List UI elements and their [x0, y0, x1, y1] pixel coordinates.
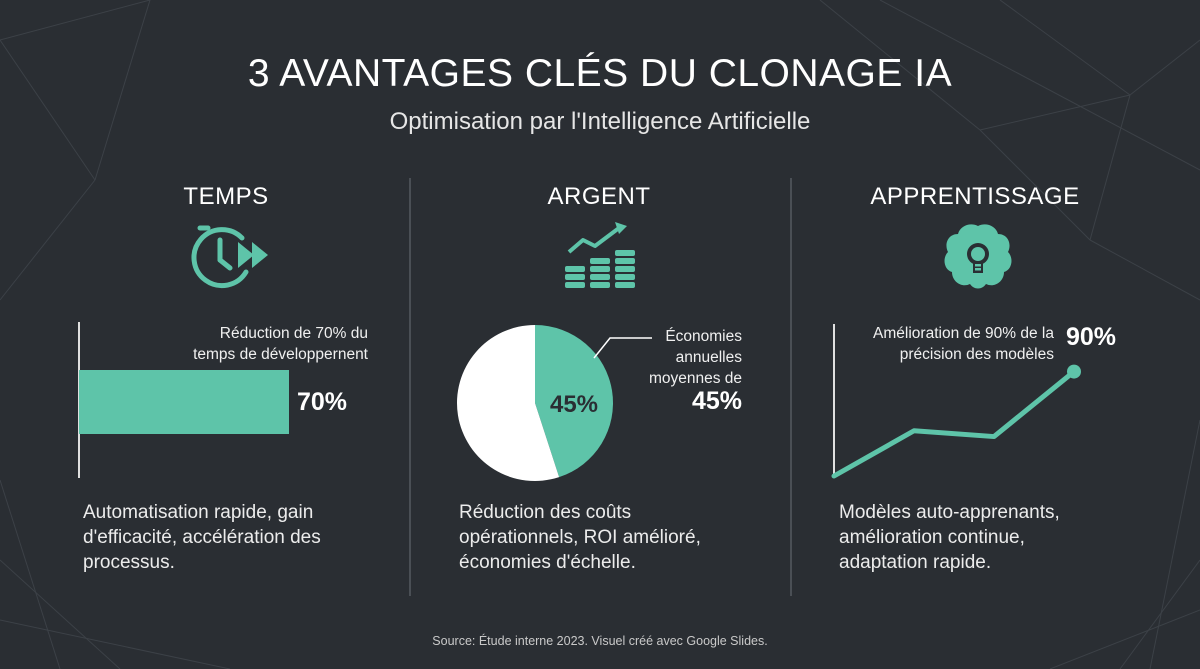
argent-pie-chart: 45% — [456, 325, 613, 481]
heading-temps: TEMPS — [183, 183, 269, 210]
column-divider — [790, 178, 792, 596]
line-series-precision — [831, 369, 1077, 479]
apprentissage-value-label: 90% — [1066, 323, 1117, 351]
temps-description: Automatisation rapide, gain d'efficacité… — [83, 502, 321, 573]
temps-value-label: 70% — [297, 388, 348, 416]
subtitle: Optimisation par l'Intelligence Artifici… — [389, 108, 811, 135]
main-title: 3 AVANTAGES CLÉS DU CLONAGE IA — [247, 52, 953, 95]
apprentissage-label: Amélioration de 90% de la précision des … — [873, 325, 1054, 363]
clock-fast-forward-icon — [191, 225, 268, 289]
temps-bar-chart — [78, 322, 289, 478]
pie-slice-remaining — [456, 325, 560, 481]
argent-savings-label: Économies annuelles moyennes de — [648, 328, 742, 387]
apprentissage-description: Modèles auto-apprenants, amélioration co… — [839, 502, 1060, 573]
temps-reduction-label: Réduction de 70% du temps de développern… — [193, 325, 368, 363]
heading-argent: ARGENT — [547, 183, 651, 210]
pie-slice-label: 45% — [550, 391, 598, 418]
heading-apprentissage: APPRENTISSAGE — [870, 183, 1080, 210]
bar-temps — [79, 370, 289, 434]
pie-callout-line — [593, 337, 652, 359]
source-note: Source: Étude interne 2023. Visuel créé … — [432, 634, 768, 648]
pie-slice-economies — [535, 325, 613, 478]
line-end-point — [1067, 364, 1081, 379]
argent-value-label: 45% — [691, 387, 742, 415]
column-divider — [409, 178, 411, 596]
argent-description: Réduction des coûts opérationnels, ROI a… — [459, 502, 701, 573]
brain-lightbulb-icon — [944, 224, 1012, 289]
coins-growth-icon — [565, 222, 635, 288]
apprentissage-line-chart — [831, 324, 1081, 479]
